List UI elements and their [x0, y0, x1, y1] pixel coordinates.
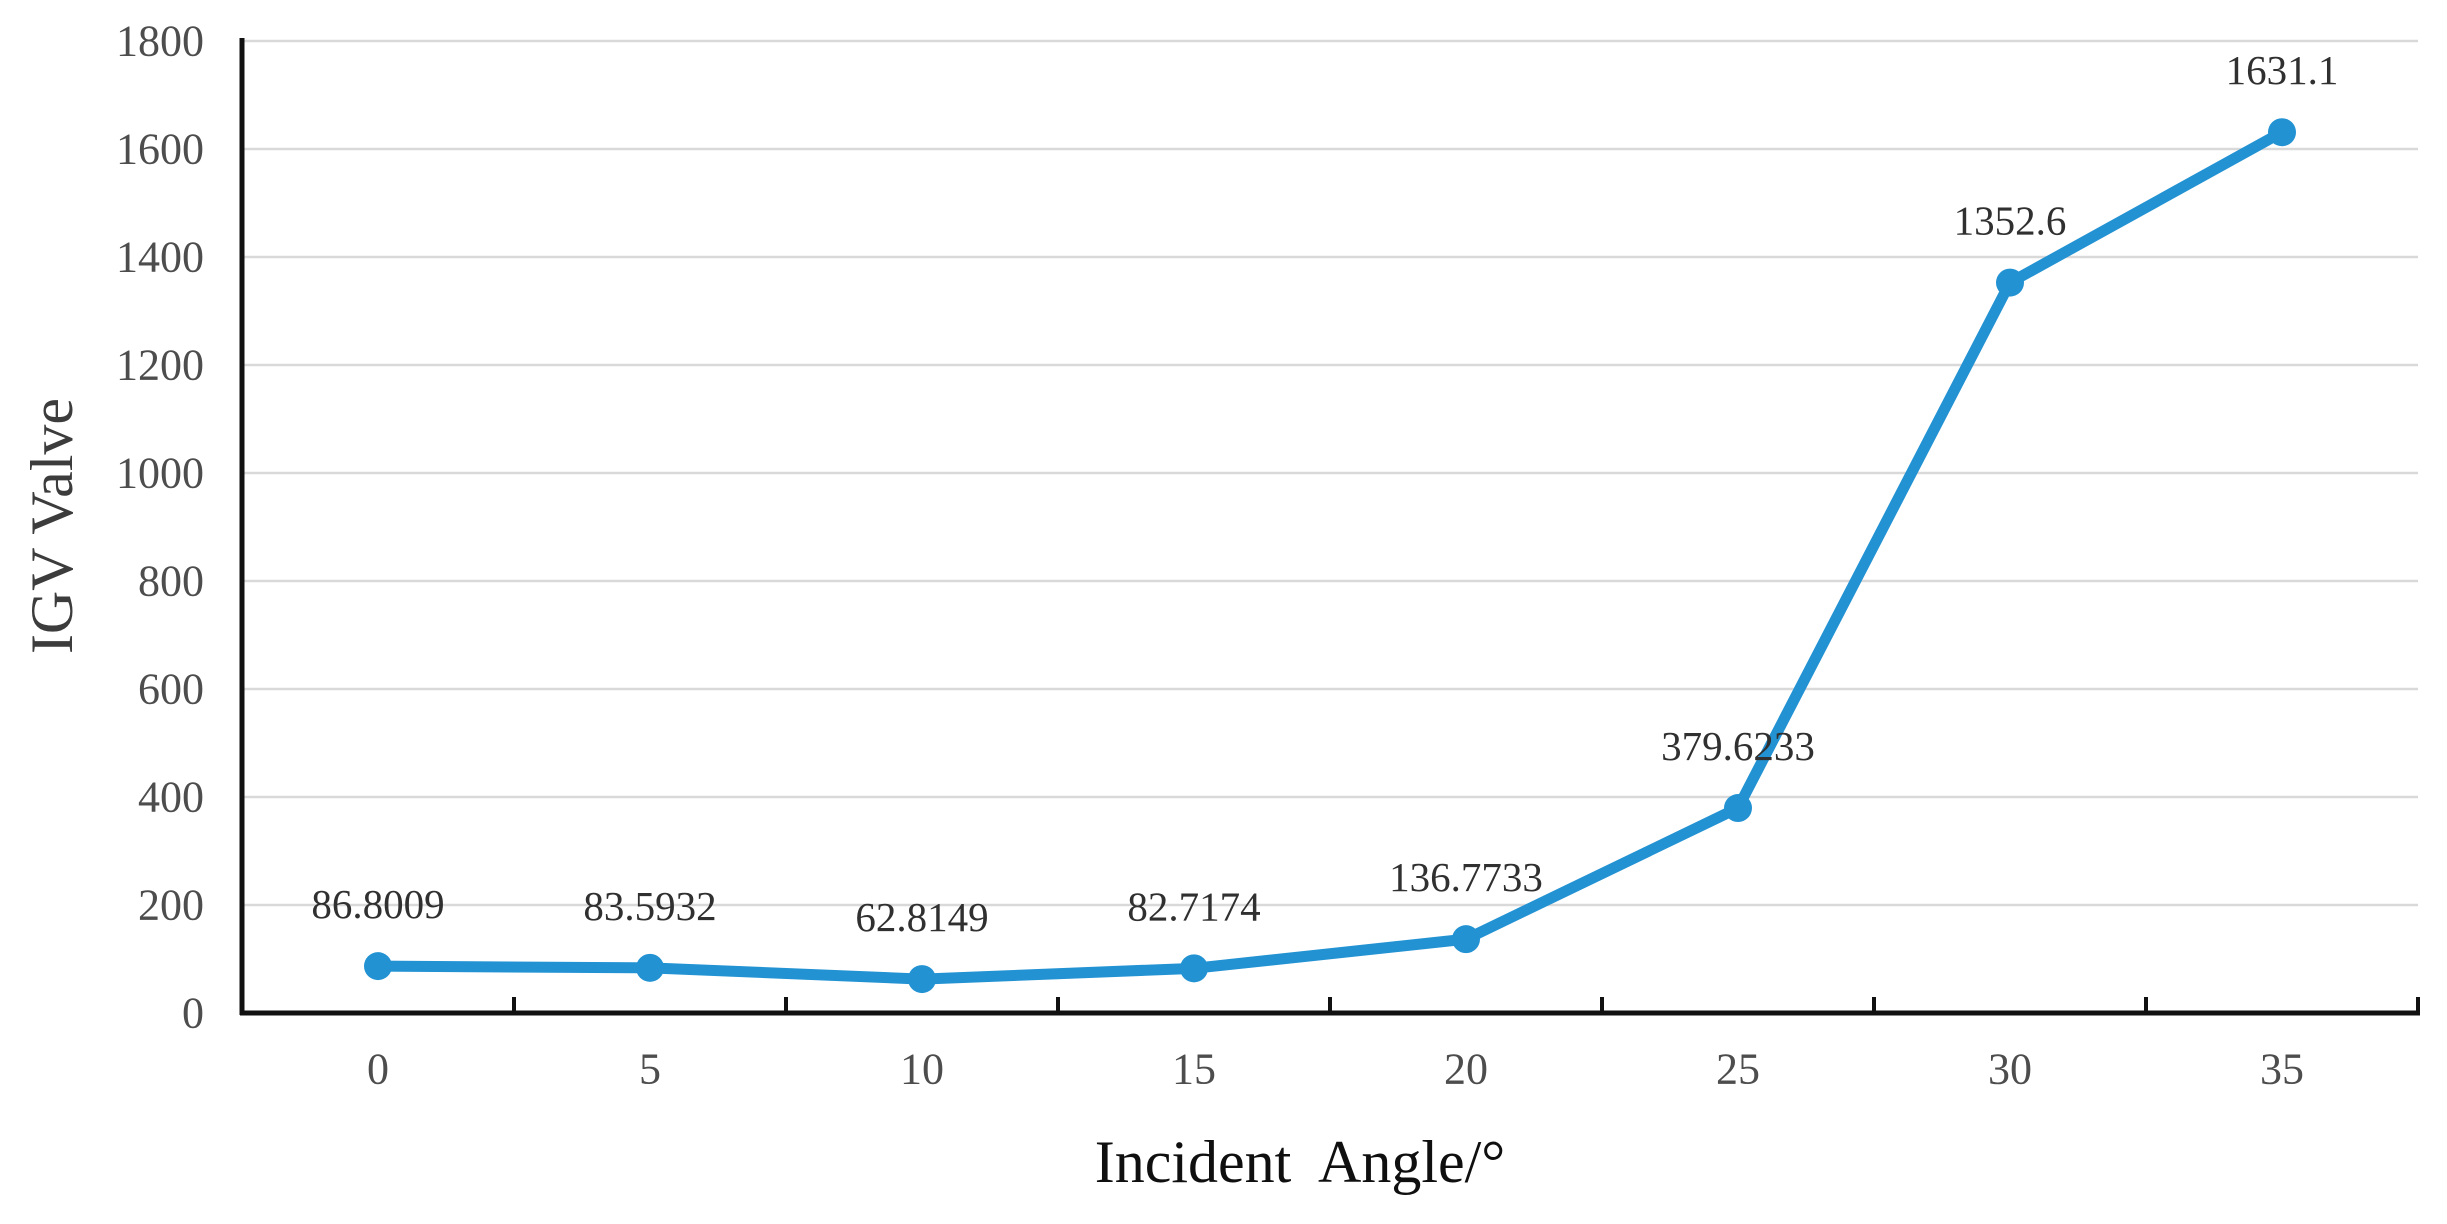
y-tick-label: 600	[138, 665, 204, 714]
data-label: 379.6233	[1661, 723, 1815, 769]
data-point-marker	[1724, 794, 1752, 823]
x-tick-label: 20	[1444, 1045, 1488, 1094]
y-tick-label: 0	[182, 989, 204, 1038]
x-tick-label: 0	[367, 1045, 389, 1094]
x-tick-label: 30	[1988, 1045, 2032, 1094]
x-axis-title: Incident Angle/°	[1094, 1129, 1506, 1195]
x-tick-label: 35	[2260, 1045, 2304, 1094]
y-tick-label: 1000	[116, 449, 204, 498]
data-label: 83.5932	[583, 883, 716, 929]
y-tick-label: 400	[138, 773, 204, 822]
data-point-marker	[636, 953, 664, 982]
x-tick-label: 10	[900, 1045, 944, 1094]
data-point-marker	[1180, 954, 1208, 983]
y-tick-label: 200	[138, 881, 204, 930]
data-label: 1631.1	[2226, 47, 2339, 93]
data-label: 136.7733	[1389, 854, 1543, 900]
data-label: 86.8009	[311, 881, 444, 927]
y-tick-label: 1200	[116, 341, 204, 390]
y-tick-label: 1800	[116, 17, 204, 66]
y-axis-title: IGV Valve	[19, 397, 85, 655]
data-point-marker	[1996, 268, 2024, 297]
series-line	[372, 126, 2288, 985]
data-point-marker	[908, 965, 936, 994]
y-tick-label: 1400	[116, 233, 204, 282]
data-label: 62.8149	[855, 894, 988, 940]
data-point-marker	[2268, 118, 2296, 147]
y-tick-label: 1600	[116, 125, 204, 174]
data-label: 1352.6	[1954, 198, 2067, 244]
y-tick-label: 800	[138, 557, 204, 606]
x-tick-label: 15	[1172, 1045, 1216, 1094]
x-tick-label: 5	[639, 1045, 661, 1094]
data-point-marker	[364, 952, 392, 981]
x-tick-label: 25	[1716, 1045, 1760, 1094]
data-label: 82.7174	[1127, 883, 1260, 929]
data-point-marker	[1452, 925, 1480, 954]
